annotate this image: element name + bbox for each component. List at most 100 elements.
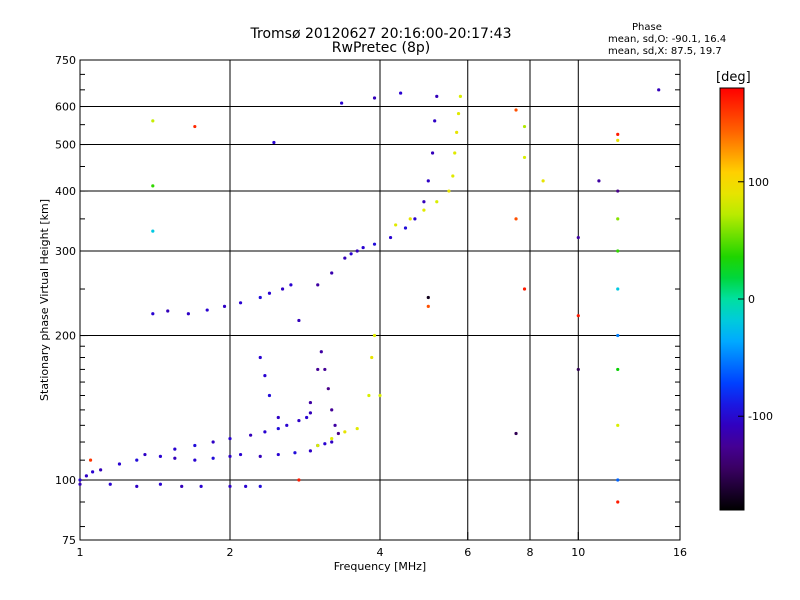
data-point [211, 456, 215, 460]
data-point [576, 314, 580, 318]
data-point [173, 456, 177, 460]
data-point [394, 223, 398, 227]
data-point [297, 318, 301, 323]
data-point [143, 452, 147, 457]
y-tick-label: 200 [55, 330, 76, 343]
data-point [616, 500, 620, 504]
data-point [308, 400, 313, 405]
y-tick-label: 75 [62, 534, 76, 547]
data-point [372, 333, 377, 338]
x-tick-label: 1 [77, 546, 84, 559]
data-point [403, 226, 408, 230]
data-point [616, 423, 620, 427]
data-point [435, 200, 439, 204]
data-point [399, 91, 403, 95]
data-point [193, 458, 197, 462]
data-point [173, 447, 177, 451]
data-point [514, 431, 518, 436]
data-point [193, 124, 197, 129]
data-point [657, 88, 661, 92]
data-point [330, 440, 334, 444]
colorbar-unit-label: [deg] [716, 70, 751, 85]
data-point [458, 94, 463, 98]
data-point [316, 367, 320, 372]
data-point [308, 449, 313, 453]
x-tick-label: 10 [571, 546, 585, 559]
data-point [426, 295, 430, 300]
y-tick-label: 600 [55, 101, 76, 114]
data-point [319, 350, 323, 354]
data-point [453, 151, 457, 155]
data-point [238, 301, 243, 305]
data-point [616, 287, 620, 291]
data-point [422, 200, 426, 204]
data-point [267, 291, 272, 295]
y-tick-label: 300 [55, 245, 76, 258]
data-point [343, 256, 347, 260]
data-point [258, 295, 262, 300]
data-point [186, 312, 190, 316]
data-point [616, 132, 620, 136]
data-point [305, 415, 309, 420]
data-point [258, 454, 262, 459]
data-point [576, 367, 580, 372]
data-point [576, 235, 580, 240]
data-point [211, 440, 215, 444]
data-point [336, 431, 340, 436]
data-point [238, 452, 243, 457]
data-point [267, 393, 272, 398]
data-point [78, 482, 82, 486]
data-point [451, 174, 455, 178]
data-point [433, 119, 437, 123]
data-point [372, 96, 377, 100]
data-point [205, 308, 209, 312]
data-point [180, 484, 184, 488]
data-point [199, 484, 203, 488]
data-point [522, 155, 527, 160]
data-point [426, 179, 430, 183]
x-axis-label: Frequency [MHz] [334, 560, 426, 573]
data-point [372, 242, 377, 246]
data-point [193, 443, 197, 448]
data-point [276, 415, 280, 420]
data-point [222, 304, 227, 309]
chart-subtitle: RwPretec (8p) [331, 40, 431, 56]
data-point [308, 411, 313, 415]
data-point [333, 423, 337, 427]
colorbar-tick-label: 0 [748, 293, 755, 306]
data-point [426, 304, 430, 309]
x-tick-label: 16 [673, 546, 687, 559]
data-point [158, 454, 163, 459]
chart-title: Tromsø 20120627 20:16:00-20:17:43 [250, 26, 512, 42]
data-point [276, 452, 280, 457]
data-point [151, 119, 155, 123]
data-point [297, 478, 301, 482]
data-point [514, 217, 518, 221]
data-point [135, 458, 139, 462]
data-point [413, 217, 417, 221]
data-point [272, 140, 276, 145]
data-point [263, 374, 267, 378]
data-point [151, 312, 155, 316]
data-point [408, 217, 412, 221]
data-point [285, 423, 289, 427]
data-point [361, 245, 365, 250]
x-tick-label: 8 [527, 546, 534, 559]
data-point [297, 418, 301, 423]
phase-heading: Phase [632, 22, 662, 33]
data-point [228, 436, 232, 441]
data-point [78, 478, 82, 482]
colorbar-tick-label: 100 [748, 176, 769, 189]
data-point [293, 451, 297, 455]
data-point [151, 184, 155, 188]
data-point [108, 482, 112, 486]
data-point [430, 151, 435, 155]
data-point [616, 217, 620, 221]
data-point [158, 482, 163, 486]
data-point [228, 454, 232, 459]
data-point [514, 108, 518, 112]
data-point [616, 249, 620, 253]
data-point [330, 436, 334, 441]
data-point [340, 101, 344, 105]
